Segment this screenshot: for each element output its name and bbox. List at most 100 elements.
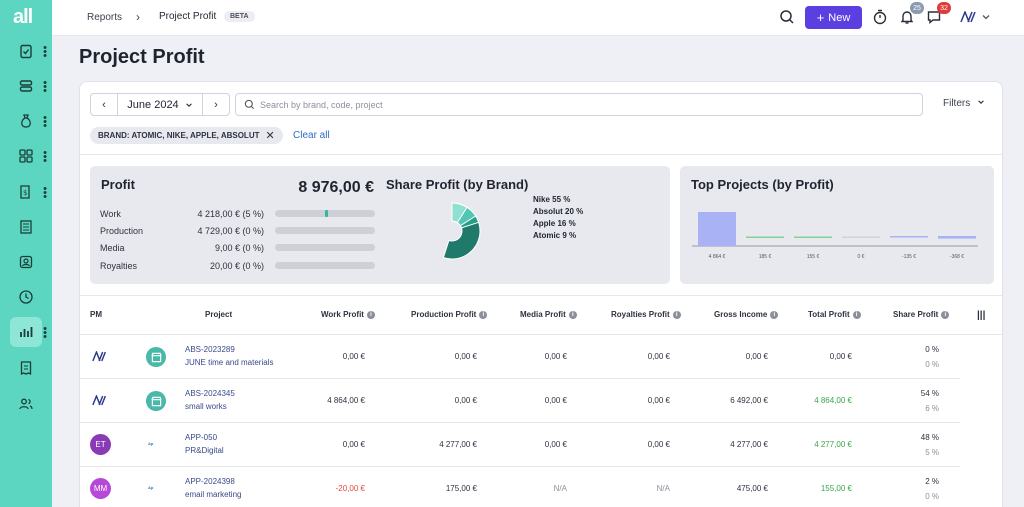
- search-input[interactable]: [260, 96, 900, 114]
- stopwatch-icon[interactable]: [871, 8, 889, 26]
- project-name[interactable]: small works: [185, 402, 227, 411]
- legend-entry: Apple 16 %: [533, 219, 576, 228]
- receipt-icon[interactable]: [10, 353, 42, 383]
- col-production-profit[interactable]: Production Profit i: [411, 310, 488, 319]
- work-profit: 0,00 €: [342, 440, 365, 449]
- project-name[interactable]: PR&Digital: [185, 446, 224, 455]
- invoice-icon[interactable]: $: [10, 177, 42, 207]
- money-bag-icon[interactable]: [10, 106, 42, 136]
- col-royalties-profit[interactable]: Royalties Profit i: [611, 310, 681, 319]
- col-media-profit[interactable]: Media Profit i: [520, 310, 577, 319]
- grid-icon[interactable]: [10, 141, 42, 171]
- avatar[interactable]: MM: [90, 478, 111, 499]
- info-icon[interactable]: i: [366, 310, 375, 319]
- menu-dots-icon[interactable]: • • •: [43, 112, 47, 132]
- info-icon[interactable]: i: [479, 310, 488, 319]
- stack-icon[interactable]: [10, 71, 42, 101]
- bell-icon[interactable]: 25: [898, 2, 924, 26]
- top-projects-title: Top Projects (by Profit): [691, 177, 834, 192]
- info-icon[interactable]: i: [852, 310, 861, 319]
- chat-icon[interactable]: 32: [925, 2, 951, 26]
- close-icon[interactable]: ✕: [265, 130, 275, 142]
- col-project[interactable]: Project: [205, 310, 232, 319]
- table-row[interactable]: ABS-2023289 JUNE time and materials 0,00…: [80, 335, 960, 379]
- col-gross-income[interactable]: Gross Income i: [714, 310, 779, 319]
- project-code[interactable]: APP-050: [185, 433, 218, 442]
- profit-row-value: 9,00 € (0 %): [214, 243, 264, 253]
- legend-entry: Atomic 9 %: [533, 231, 577, 240]
- app-logo[interactable]: all: [13, 6, 33, 28]
- filters-button[interactable]: Filters: [943, 98, 985, 109]
- bar[interactable]: [890, 236, 928, 238]
- menu-dots-icon[interactable]: • • •: [43, 183, 47, 203]
- users-icon[interactable]: [10, 389, 42, 419]
- share-profit-title: Share Profit (by Brand): [386, 177, 529, 192]
- month-select[interactable]: June 2024: [117, 94, 203, 115]
- account-logo-icon[interactable]: [958, 8, 980, 26]
- chevron-down-icon[interactable]: [980, 8, 992, 26]
- prev-month-button[interactable]: ‹: [102, 98, 106, 111]
- project-code[interactable]: ABS-2023289: [185, 345, 235, 354]
- page-title: Project Profit: [79, 46, 205, 68]
- reports-chart-icon[interactable]: [10, 317, 42, 347]
- next-month-button[interactable]: ›: [214, 98, 218, 111]
- clear-all-link[interactable]: Clear all: [293, 130, 330, 141]
- search-icon[interactable]: [778, 8, 796, 26]
- info-icon[interactable]: i: [770, 310, 779, 319]
- share-profit: 0 %: [925, 345, 939, 354]
- ledger-icon[interactable]: [10, 212, 42, 242]
- chevron-down-icon: [978, 100, 984, 104]
- profit-bar-work: [275, 210, 375, 217]
- info-icon[interactable]: i: [672, 310, 681, 319]
- table-row[interactable]: ABS-2024345 small works 4 864,00 € 0,00 …: [80, 379, 960, 423]
- media-profit: N/A: [553, 484, 567, 493]
- tasks-icon[interactable]: [10, 36, 42, 66]
- bar[interactable]: [842, 236, 880, 239]
- breadcrumb-current: Project Profit: [159, 11, 217, 22]
- total-profit: 4 864,00 €: [814, 396, 852, 405]
- breadcrumb-reports[interactable]: Reports: [87, 12, 123, 23]
- chevron-right-icon: ›: [136, 10, 140, 24]
- absolut-logo-icon: [92, 351, 106, 362]
- menu-dots-icon[interactable]: • • •: [43, 42, 47, 62]
- bar[interactable]: [938, 236, 976, 239]
- info-icon[interactable]: i: [568, 310, 577, 319]
- table-row[interactable]: ET Ap APP-050 PR&Digital 0,00 € 4 277,00…: [80, 423, 960, 467]
- tick-label: 155 €: [807, 254, 820, 260]
- store-icon: [146, 347, 166, 367]
- menu-dots-icon[interactable]: • • •: [43, 77, 47, 97]
- bar[interactable]: [698, 212, 736, 246]
- project-code[interactable]: APP-2024398: [185, 477, 235, 486]
- contacts-icon[interactable]: [10, 247, 42, 277]
- bar[interactable]: [746, 236, 784, 239]
- col-total-profit[interactable]: Total Profit i: [808, 310, 861, 319]
- info-icon[interactable]: i: [941, 310, 950, 319]
- divider: [80, 154, 1002, 155]
- search-icon: [244, 99, 255, 110]
- project-name[interactable]: email marketing: [185, 490, 242, 499]
- table-header: PM Project Work Profit i Production Profi…: [80, 295, 1002, 335]
- table-row[interactable]: MM Ap APP-2024398 email marketing -20,00…: [80, 467, 960, 507]
- profit-row-value: 4 729,00 € (0 %): [197, 226, 264, 236]
- tick-label: -135 €: [902, 254, 916, 260]
- columns-settings-icon[interactable]: |||: [977, 310, 986, 321]
- project-code[interactable]: ABS-2024345: [185, 389, 235, 398]
- menu-dots-icon[interactable]: • • •: [43, 323, 47, 343]
- production-profit: 4 277,00 €: [439, 440, 477, 449]
- share-profit: 2 %: [925, 477, 939, 486]
- col-pm[interactable]: PM: [90, 310, 102, 319]
- menu-dots-icon[interactable]: • • •: [43, 147, 47, 167]
- media-profit: 0,00 €: [544, 396, 567, 405]
- month-label: June 2024: [127, 98, 179, 111]
- brand-filter-label: BRAND: ATOMIC, NIKE, APPLE, ABSOLUT: [98, 131, 260, 140]
- col-label: Media Profit: [520, 310, 566, 319]
- project-name[interactable]: JUNE time and materials: [185, 358, 274, 367]
- clock-icon[interactable]: [10, 282, 42, 312]
- royalties-profit: 0,00 €: [647, 440, 670, 449]
- col-share-profit[interactable]: Share Profit i: [893, 310, 950, 319]
- avatar[interactable]: ET: [90, 434, 111, 455]
- bar[interactable]: [794, 236, 832, 239]
- new-button[interactable]: + New: [805, 6, 862, 29]
- col-work-profit[interactable]: Work Profit i: [321, 310, 375, 319]
- royalties-profit: N/A: [656, 484, 670, 493]
